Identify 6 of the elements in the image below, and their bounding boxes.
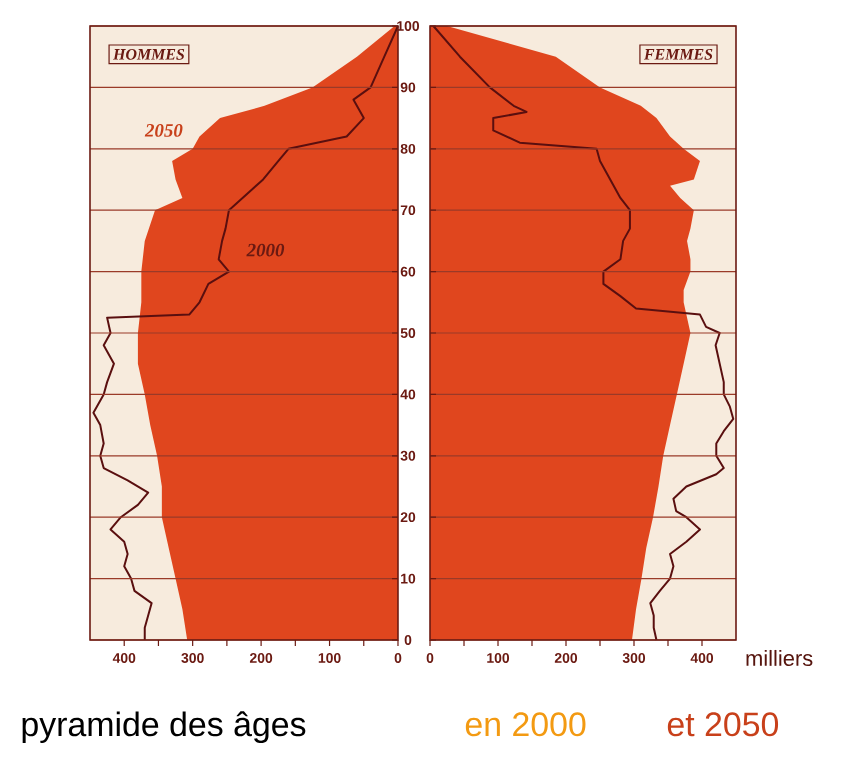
text: en 2000	[465, 712, 586, 737]
series-label: 2000	[246, 243, 285, 257]
text: et 2050	[667, 712, 779, 737]
x-axis-title: milliers	[746, 649, 813, 667]
text: pyramide des âges	[22, 711, 306, 744]
series-label: 2050	[144, 123, 183, 137]
